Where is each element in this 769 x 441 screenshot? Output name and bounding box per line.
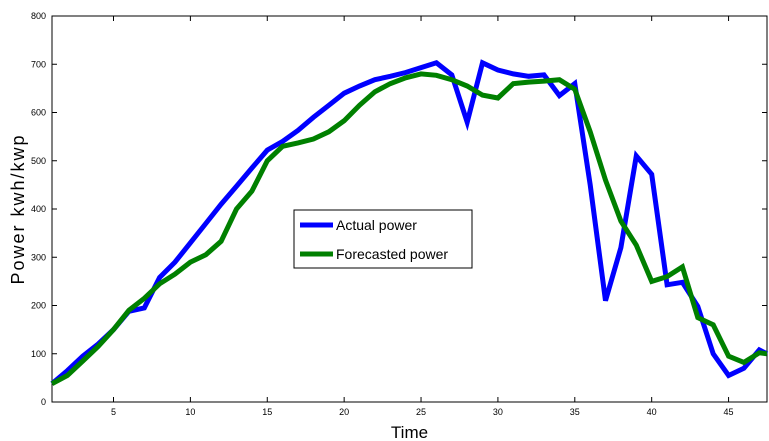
y-tick-label: 400 xyxy=(31,204,46,214)
ticks: 5 10 15 20 25 30 35 40 45 0 100 200 300 400 500 600 700 8… xyxy=(31,11,767,417)
y-tick-label: 700 xyxy=(31,59,46,69)
x-tick-label: 10 xyxy=(185,407,195,417)
y-tick-label: 600 xyxy=(31,108,46,118)
legend: Actual power Forecasted power xyxy=(293,209,473,269)
y-tick-label: 800 xyxy=(31,11,46,21)
x-axis-title: Time xyxy=(391,423,428,441)
legend-box xyxy=(293,209,473,269)
y-tick-label: 100 xyxy=(31,349,46,359)
y-tick-label: 200 xyxy=(31,301,46,311)
y-tick-label: 500 xyxy=(31,156,46,166)
x-tick-label: 5 xyxy=(111,407,116,417)
legend-label-actual-power: Actual power xyxy=(336,217,417,233)
x-tick-label: 25 xyxy=(416,407,426,417)
series-lines xyxy=(50,59,769,386)
series-line-forecasted-power xyxy=(50,71,768,386)
y-tick-label: 300 xyxy=(31,252,46,262)
x-tick-label: 15 xyxy=(262,407,272,417)
x-tick-label: 45 xyxy=(724,407,734,417)
y-axis-title: Power kwh/kwp xyxy=(8,133,28,284)
y-tick-label: 0 xyxy=(41,397,46,407)
x-tick-label: 20 xyxy=(339,407,349,417)
series-line-actual-power xyxy=(50,59,769,386)
legend-label-forecasted-power: Forecasted power xyxy=(336,246,448,262)
x-tick-label: 35 xyxy=(570,407,580,417)
x-tick-label: 30 xyxy=(493,407,503,417)
x-tick-label: 40 xyxy=(647,407,657,417)
